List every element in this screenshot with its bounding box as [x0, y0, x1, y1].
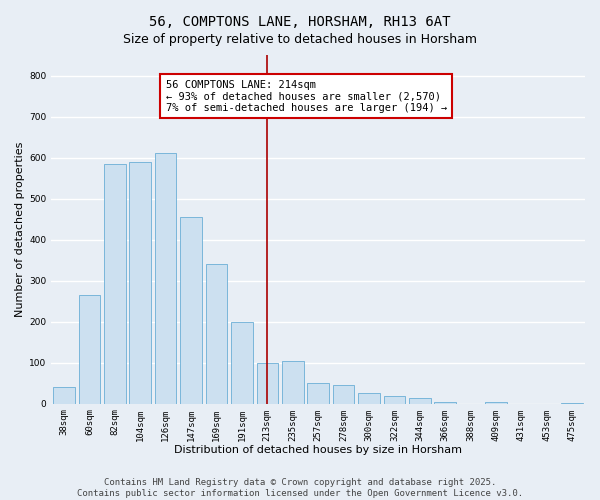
Bar	[130, 162, 151, 404]
Bar	[383, 396, 405, 404]
Bar	[180, 217, 202, 404]
X-axis label: Distribution of detached houses by size in Horsham: Distribution of detached houses by size …	[174, 445, 462, 455]
Bar	[434, 402, 456, 404]
Bar	[155, 154, 176, 404]
Bar	[562, 403, 583, 404]
Bar	[257, 362, 278, 404]
Text: 56 COMPTONS LANE: 214sqm
← 93% of detached houses are smaller (2,570)
7% of semi: 56 COMPTONS LANE: 214sqm ← 93% of detach…	[166, 80, 447, 113]
Bar	[53, 388, 75, 404]
Bar	[104, 164, 125, 404]
Bar	[231, 322, 253, 404]
Text: 56, COMPTONS LANE, HORSHAM, RH13 6AT: 56, COMPTONS LANE, HORSHAM, RH13 6AT	[149, 15, 451, 29]
Text: Contains HM Land Registry data © Crown copyright and database right 2025.
Contai: Contains HM Land Registry data © Crown c…	[77, 478, 523, 498]
Bar	[333, 386, 355, 404]
Bar	[282, 360, 304, 404]
Bar	[485, 402, 507, 404]
Bar	[206, 264, 227, 404]
Bar	[358, 394, 380, 404]
Bar	[307, 383, 329, 404]
Bar	[79, 295, 100, 404]
Bar	[409, 398, 431, 404]
Text: Size of property relative to detached houses in Horsham: Size of property relative to detached ho…	[123, 32, 477, 46]
Y-axis label: Number of detached properties: Number of detached properties	[15, 142, 25, 317]
